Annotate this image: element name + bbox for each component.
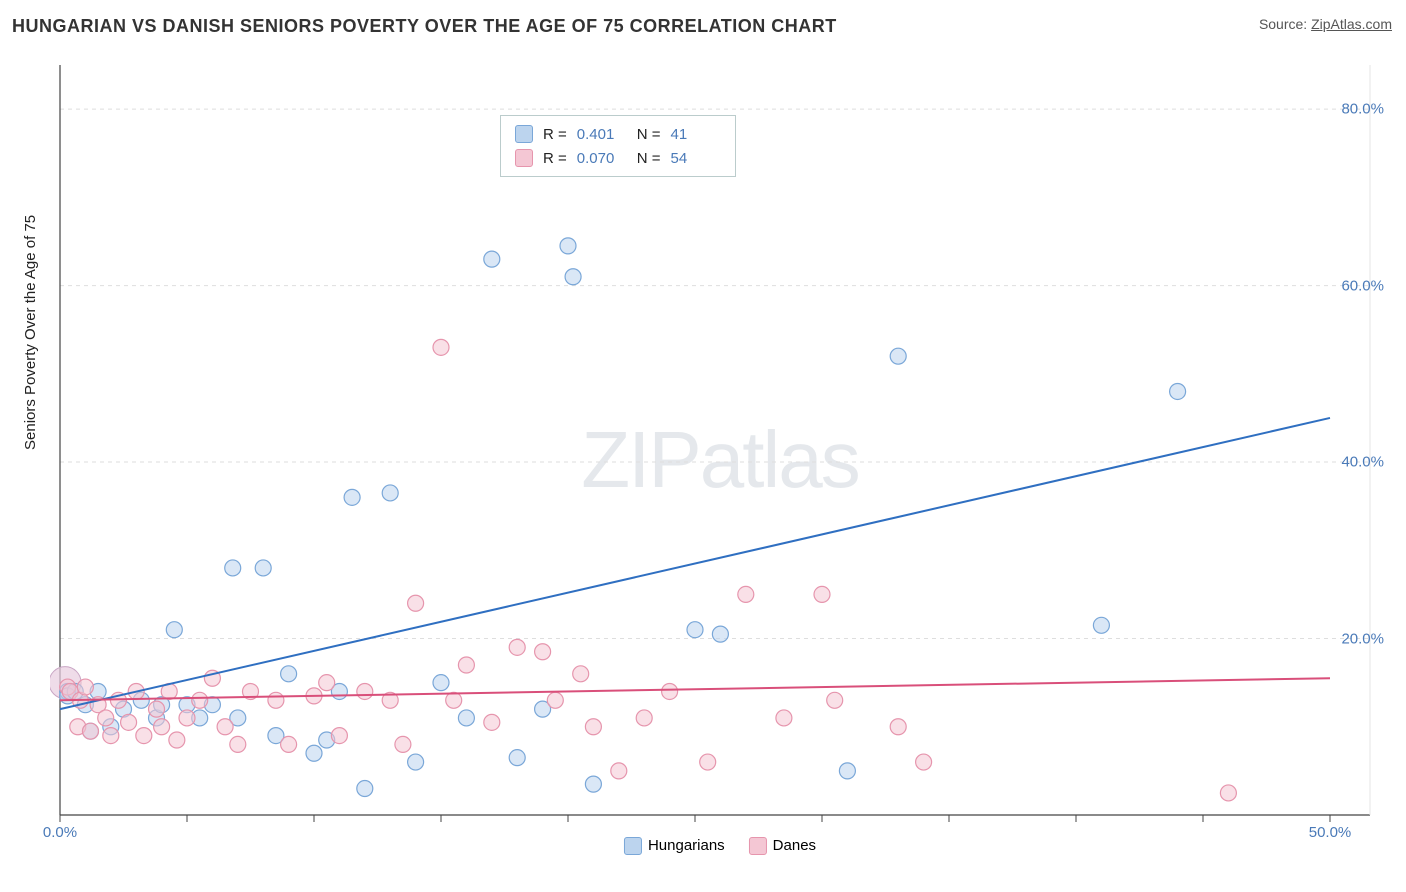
legend-item[interactable]: Hungarians <box>624 837 725 855</box>
legend-swatch-icon <box>624 837 642 855</box>
series-legend: Hungarians Danes <box>624 837 816 855</box>
y-tick-label: 40.0% <box>1341 454 1384 471</box>
chart-title: HUNGARIAN VS DANISH SENIORS POVERTY OVER… <box>12 16 837 37</box>
r-value-danes: 0.070 <box>577 150 627 167</box>
n-value-danes: 54 <box>671 150 721 167</box>
swatch-hungarians-icon <box>515 125 533 143</box>
source-link[interactable]: ZipAtlas.com <box>1311 16 1392 32</box>
n-label: N = <box>637 126 661 143</box>
y-tick-label: 60.0% <box>1341 277 1384 294</box>
legend-label: Hungarians <box>648 837 725 854</box>
n-value-hungarians: 41 <box>671 126 721 143</box>
legend-label: Danes <box>773 837 816 854</box>
y-tick-label: 80.0% <box>1341 101 1384 118</box>
legend-row-hungarians: R = 0.401 N = 41 <box>515 122 721 146</box>
correlation-legend: R = 0.401 N = 41 R = 0.070 N = 54 <box>500 115 736 177</box>
y-axis-label: Seniors Poverty Over the Age of 75 <box>22 215 39 450</box>
x-tick-label: 0.0% <box>43 824 77 841</box>
source-attribution: Source: ZipAtlas.com <box>1259 16 1392 32</box>
r-label: R = <box>543 150 567 167</box>
legend-item[interactable]: Danes <box>749 837 816 855</box>
chart-container: HUNGARIAN VS DANISH SENIORS POVERTY OVER… <box>0 0 1406 892</box>
legend-swatch-icon <box>749 837 767 855</box>
x-tick-label: 50.0% <box>1309 824 1352 841</box>
n-label: N = <box>637 150 661 167</box>
r-label: R = <box>543 126 567 143</box>
legend-row-danes: R = 0.070 N = 54 <box>515 146 721 170</box>
plot-area: ZIPatlas R = 0.401 N = 41 R = 0.070 N = … <box>50 55 1390 865</box>
swatch-danes-icon <box>515 149 533 167</box>
y-tick-label: 20.0% <box>1341 630 1384 647</box>
source-label: Source: <box>1259 16 1307 32</box>
r-value-hungarians: 0.401 <box>577 126 627 143</box>
